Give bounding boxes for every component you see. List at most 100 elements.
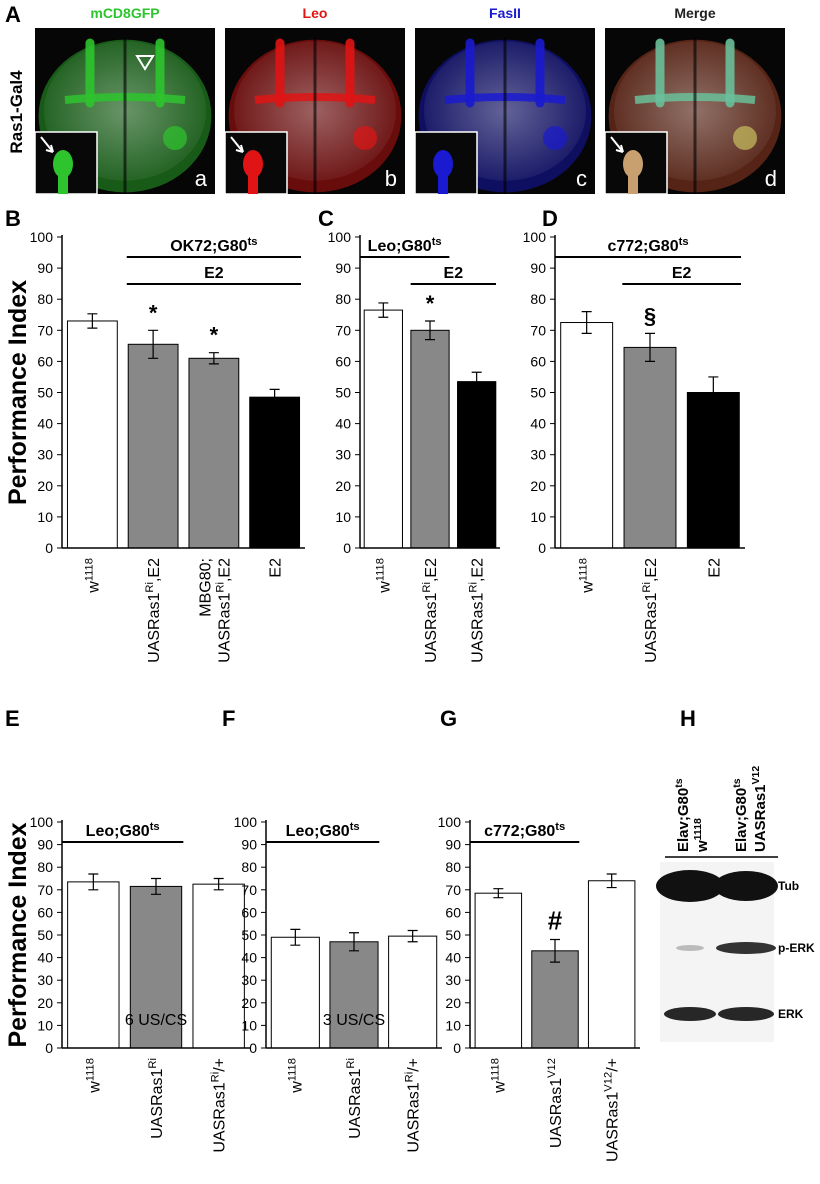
calyx bbox=[163, 126, 187, 150]
error-bar bbox=[471, 371, 482, 392]
micrograph bbox=[34, 28, 215, 195]
y-tick-label: 20 bbox=[445, 995, 461, 1011]
x-tick-label: w1118 bbox=[489, 1058, 508, 1094]
bar bbox=[623, 346, 677, 549]
error-bar bbox=[407, 929, 418, 943]
x-tick-label: UASRas1Ri,E2 bbox=[144, 558, 163, 663]
blot-band bbox=[718, 1007, 774, 1021]
error-bar bbox=[378, 302, 389, 318]
image-letter: a bbox=[195, 166, 208, 191]
label-part: w bbox=[580, 581, 597, 594]
y-tick-label: 60 bbox=[37, 904, 53, 920]
bar bbox=[127, 343, 179, 549]
y-tick-label: 100 bbox=[328, 229, 352, 245]
protocol-note: 3 US/CS bbox=[323, 1012, 385, 1029]
panel-letter: D bbox=[542, 206, 558, 231]
error-bar bbox=[645, 332, 655, 362]
y-tick-label: 40 bbox=[37, 950, 53, 966]
error-bar bbox=[269, 388, 280, 406]
y-tick-label: 90 bbox=[241, 837, 257, 853]
y-tick-label: 80 bbox=[445, 859, 461, 875]
y-tick-label: 60 bbox=[335, 353, 351, 369]
error-bar bbox=[213, 877, 224, 891]
label-part: ,E2 bbox=[643, 558, 660, 582]
label-part: /+ bbox=[212, 1058, 229, 1072]
bar bbox=[587, 880, 636, 1049]
band-label: Tub bbox=[778, 879, 799, 893]
y-tick-label: 50 bbox=[445, 927, 461, 943]
calyx bbox=[543, 126, 567, 150]
group-label: c772;G80ts bbox=[607, 236, 688, 255]
panel-letter: E bbox=[5, 706, 20, 731]
group-label: E2 bbox=[204, 265, 224, 282]
y-tick-label: 60 bbox=[445, 904, 461, 920]
x-tick-label: UASRas1V12/+ bbox=[603, 1058, 622, 1162]
y-tick-label: 100 bbox=[30, 814, 54, 830]
lane-label: w1118 bbox=[692, 818, 711, 853]
arrow bbox=[610, 136, 624, 153]
label-part: /+ bbox=[406, 1058, 423, 1072]
superscript: 1118 bbox=[83, 558, 95, 581]
label-part: Leo;G80 bbox=[368, 238, 432, 255]
y-axis-label: Performance Index bbox=[4, 280, 32, 505]
y-tick-label: 60 bbox=[37, 353, 53, 369]
y-tick-label: 10 bbox=[241, 1017, 257, 1033]
error-bar bbox=[208, 352, 219, 365]
y-tick-label: 0 bbox=[538, 540, 546, 556]
panel-letter: B bbox=[5, 206, 21, 231]
superscript: Ri bbox=[144, 582, 156, 593]
y-tick-label: 40 bbox=[37, 416, 53, 432]
label-part: E2 bbox=[672, 265, 692, 282]
y-tick-label: 90 bbox=[530, 260, 546, 276]
y-tick-label: 50 bbox=[37, 927, 53, 943]
label-part: E2 bbox=[268, 558, 285, 578]
y-tick-label: 90 bbox=[335, 260, 351, 276]
error-bar bbox=[425, 320, 435, 341]
y-tick-label: 30 bbox=[37, 447, 53, 463]
panel-letter: A bbox=[5, 2, 21, 27]
label-part: UASRas1 bbox=[149, 1068, 166, 1138]
x-tick-label: MBG80; bbox=[197, 558, 214, 617]
group-label: Leo;G80ts bbox=[286, 821, 360, 840]
superscript: ts bbox=[679, 236, 689, 248]
superscript: 1118 bbox=[489, 1058, 501, 1081]
blot-band bbox=[656, 870, 724, 902]
label-part: E2 bbox=[444, 265, 464, 282]
bar bbox=[531, 950, 579, 1049]
label-part: UASRas1 bbox=[548, 1078, 565, 1148]
bar bbox=[363, 309, 403, 549]
superscript: Ri bbox=[210, 1072, 222, 1083]
superscript: Ri bbox=[421, 582, 433, 593]
superscript: Ri bbox=[147, 1058, 159, 1069]
group-label: E2 bbox=[444, 265, 464, 282]
panel-letter: C bbox=[318, 206, 334, 231]
y-tick-label: 30 bbox=[37, 972, 53, 988]
y-tick-label: 100 bbox=[438, 814, 462, 830]
lane-label: Elav;G80ts bbox=[731, 778, 750, 852]
inset-stalk bbox=[438, 174, 448, 194]
y-tick-label: 20 bbox=[37, 995, 53, 1011]
y-tick-label: 90 bbox=[37, 260, 53, 276]
label-part: Elav;G80 bbox=[675, 788, 692, 852]
error-bar bbox=[151, 877, 161, 895]
image-letter: b bbox=[385, 166, 397, 191]
y-tick-label: 60 bbox=[530, 353, 546, 369]
x-tick-label: w1118 bbox=[578, 558, 597, 594]
superscript: ts bbox=[555, 821, 565, 833]
y-tick-label: 80 bbox=[241, 859, 257, 875]
error-bar bbox=[493, 888, 504, 899]
error-bar bbox=[581, 311, 592, 335]
superscript: Ri bbox=[214, 582, 226, 593]
lane-label: UASRas1V12 bbox=[750, 766, 769, 852]
superscript: ts bbox=[350, 821, 360, 833]
label-part: UASRas1 bbox=[643, 592, 660, 662]
label-part: w bbox=[491, 1081, 508, 1094]
bar bbox=[388, 935, 438, 1049]
blot-band bbox=[714, 871, 778, 901]
y-tick-label: 10 bbox=[37, 509, 53, 525]
error-bar bbox=[87, 313, 98, 329]
y-tick-label: 70 bbox=[445, 882, 461, 898]
y-tick-label: 100 bbox=[234, 814, 258, 830]
